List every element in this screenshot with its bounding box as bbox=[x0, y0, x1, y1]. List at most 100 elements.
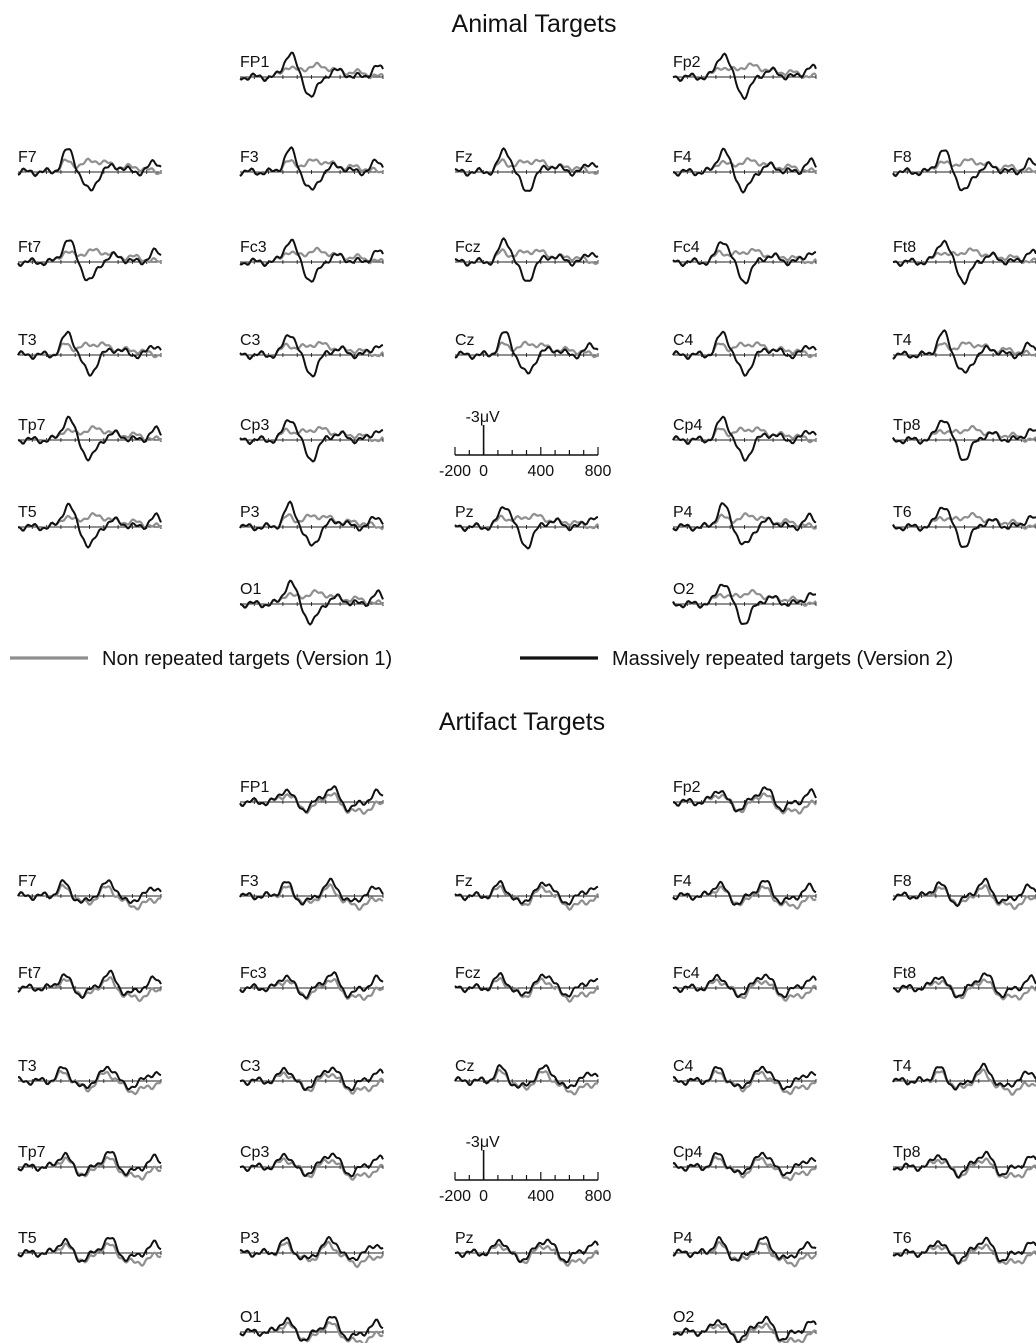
channel-label: F3 bbox=[240, 149, 259, 166]
channel-label: Ft7 bbox=[18, 965, 41, 982]
trace-repeated bbox=[239, 971, 384, 1000]
trace-repeated bbox=[239, 785, 384, 814]
channel-label: O1 bbox=[240, 1309, 261, 1326]
channel-f7: F7 bbox=[17, 148, 162, 192]
trace-repeated bbox=[672, 880, 817, 906]
trace-repeated bbox=[892, 506, 1036, 548]
channel-label: F7 bbox=[18, 149, 37, 166]
channel-label: Fc3 bbox=[240, 239, 267, 256]
channel-t5: T5 bbox=[17, 1230, 162, 1267]
trace-repeated bbox=[673, 1065, 817, 1091]
trace-repeated bbox=[892, 877, 1036, 908]
channel-label: F7 bbox=[18, 873, 37, 890]
trace-repeated bbox=[672, 241, 817, 285]
channel-label: F3 bbox=[240, 873, 259, 890]
channel-label: P4 bbox=[673, 1230, 693, 1247]
scale-tick-label: -200 bbox=[439, 1188, 471, 1205]
channel-label: Cp3 bbox=[240, 417, 269, 434]
channel-label: T5 bbox=[18, 1230, 37, 1247]
trace-repeated bbox=[673, 1151, 817, 1177]
channel-c3: C3 bbox=[239, 1058, 384, 1095]
trace-repeated bbox=[892, 1150, 1036, 1179]
channel-label: Tp8 bbox=[893, 417, 921, 434]
channel-label: T5 bbox=[18, 504, 37, 521]
channel-fc4: Fc4 bbox=[672, 239, 817, 285]
channel-label: O2 bbox=[673, 1309, 694, 1326]
trace-repeated bbox=[454, 506, 599, 550]
channel-c4: C4 bbox=[673, 1058, 817, 1096]
channel-label: Tp7 bbox=[18, 417, 46, 434]
trace-repeated bbox=[17, 330, 162, 377]
channel-label: T4 bbox=[893, 1058, 912, 1075]
channel-tp8: Tp8 bbox=[892, 1144, 1036, 1180]
panel-animal-targets: FP1 Fp2 F7 F3 Fz F4 F8 Ft7 Fc3 Fcz Fc4 Ft8 T3 C3 Cz C4 T… bbox=[17, 51, 1036, 626]
channel-t4: T4 bbox=[892, 329, 1036, 374]
channel-label: Fc4 bbox=[673, 965, 700, 982]
channel-label: T6 bbox=[893, 504, 912, 521]
trace-repeated bbox=[239, 1235, 384, 1261]
channel-label: Cp4 bbox=[673, 1144, 702, 1161]
channel-pz: Pz bbox=[454, 1230, 599, 1267]
panel-title-animal: Animal Targets bbox=[452, 10, 617, 38]
trace-repeated bbox=[672, 786, 817, 813]
channel-label: P3 bbox=[240, 504, 260, 521]
channel-label: P4 bbox=[673, 504, 693, 521]
channel-o1: O1 bbox=[239, 579, 384, 626]
trace-repeated bbox=[17, 1237, 162, 1263]
trace-repeated bbox=[17, 502, 162, 549]
channel-t4: T4 bbox=[892, 1058, 1036, 1096]
channel-cp3: Cp3 bbox=[239, 417, 384, 463]
channel-cp4: Cp4 bbox=[672, 415, 817, 462]
trace-repeated bbox=[239, 334, 384, 378]
channel-f3: F3 bbox=[239, 873, 384, 911]
channel-o2: O2 bbox=[672, 581, 817, 625]
trace-nonrepeated bbox=[239, 1071, 384, 1095]
channel-label: T4 bbox=[893, 332, 912, 349]
channel-t3: T3 bbox=[17, 330, 162, 377]
channel-p4: P4 bbox=[672, 502, 817, 546]
scale-amplitude-label: -3μV bbox=[466, 1134, 500, 1151]
channel-label: Cp4 bbox=[673, 417, 702, 434]
trace-repeated bbox=[672, 330, 817, 377]
channel-label: Fz bbox=[455, 873, 473, 890]
channel-f4: F4 bbox=[672, 147, 817, 194]
trace-repeated bbox=[239, 579, 384, 626]
trace-repeated bbox=[892, 239, 1036, 286]
channel-label: T6 bbox=[893, 1230, 912, 1247]
panel-artifact-targets: FP1 Fp2 F7 F3 Fz F4 F8 Ft7 Fc3 Fcz Fc4 Ft8 T3 C3 Cz C4 T… bbox=[17, 779, 1036, 1343]
legend-label-repeated: Massively repeated targets (Version 2) bbox=[612, 648, 953, 670]
channel-fc3: Fc3 bbox=[239, 238, 384, 283]
scale-tick-label: 400 bbox=[527, 463, 554, 480]
trace-repeated bbox=[239, 1152, 384, 1178]
channel-cp4: Cp4 bbox=[673, 1144, 817, 1182]
channel-t6: T6 bbox=[892, 504, 1036, 548]
trace-repeated bbox=[454, 1238, 599, 1264]
channel-label: T3 bbox=[18, 1058, 37, 1075]
trace-repeated bbox=[17, 879, 162, 904]
channel-t5: T5 bbox=[17, 502, 162, 549]
channel-f8: F8 bbox=[892, 873, 1036, 911]
channel-label: O2 bbox=[673, 581, 694, 598]
channel-label: C3 bbox=[240, 1058, 261, 1075]
scale-bar: -3μV -200 0 400 800 bbox=[439, 409, 611, 480]
channel-label: Ft8 bbox=[893, 965, 916, 982]
channel-ft8: Ft8 bbox=[892, 239, 1036, 286]
channel-pz: Pz bbox=[454, 504, 599, 550]
trace-repeated bbox=[672, 973, 817, 999]
channel-f4: F4 bbox=[672, 873, 817, 910]
channel-t3: T3 bbox=[18, 1058, 162, 1096]
channel-label: F8 bbox=[893, 149, 912, 166]
trace-repeated bbox=[454, 972, 599, 998]
trace-nonrepeated bbox=[672, 978, 817, 1002]
channel-p4: P4 bbox=[672, 1230, 817, 1268]
trace-repeated bbox=[672, 147, 817, 194]
channel-cz: Cz bbox=[454, 1058, 599, 1096]
trace-repeated bbox=[239, 146, 384, 191]
trace-repeated bbox=[892, 149, 1036, 192]
channel-fcz: Fcz bbox=[454, 237, 599, 282]
trace-repeated bbox=[239, 51, 384, 98]
channel-label: F4 bbox=[673, 149, 692, 166]
channel-fp1: FP1 bbox=[239, 51, 384, 98]
trace-repeated bbox=[239, 1316, 384, 1342]
trace-repeated bbox=[17, 148, 162, 192]
